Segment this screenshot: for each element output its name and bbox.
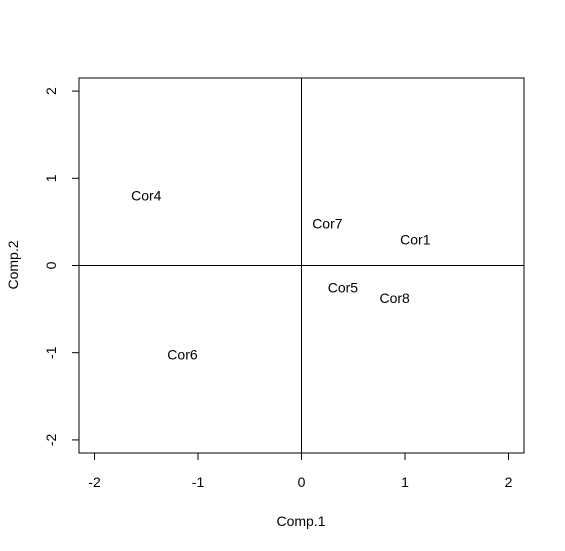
y-tick-label: 2 (43, 87, 59, 95)
x-tick-label: 2 (505, 474, 513, 490)
x-tick-label: -2 (88, 474, 101, 490)
y-tick-label: -1 (43, 346, 59, 359)
y-axis: -2 -1 0 1 2 (43, 87, 80, 446)
x-axis: -2 -1 0 1 2 (88, 452, 513, 490)
x-tick-label: 1 (401, 474, 409, 490)
point-label-cor6: Cor6 (167, 346, 198, 362)
point-labels: Cor1 Cor4 Cor5 Cor6 Cor7 Cor8 (131, 188, 431, 363)
x-axis-title: Comp.1 (276, 513, 325, 529)
y-tick-label: -2 (43, 433, 59, 446)
y-tick-label: 1 (43, 174, 59, 182)
point-label-cor7: Cor7 (312, 216, 343, 232)
x-tick-label: -1 (192, 474, 205, 490)
x-tick-label: 0 (298, 474, 306, 490)
y-axis-title: Comp.2 (5, 240, 21, 289)
point-label-cor4: Cor4 (131, 188, 162, 204)
point-label-cor1: Cor1 (400, 231, 431, 247)
y-tick-label: 0 (43, 261, 59, 269)
point-label-cor5: Cor5 (328, 279, 359, 295)
point-label-cor8: Cor8 (379, 290, 410, 306)
